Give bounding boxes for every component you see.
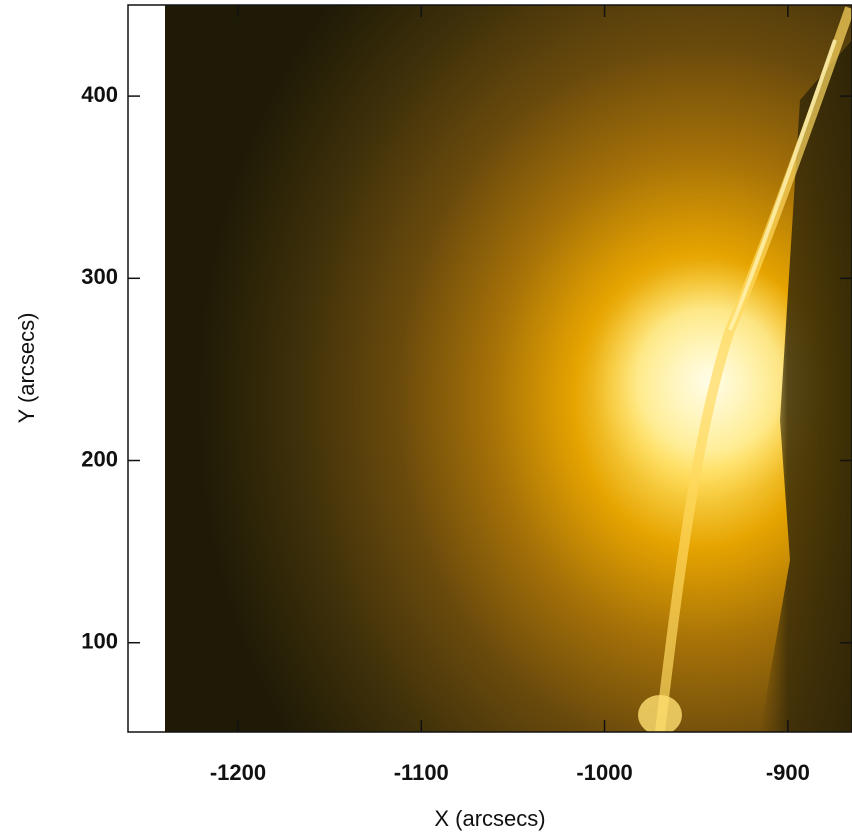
x-tick-label: -900 xyxy=(766,760,810,785)
x-tick-label: -1000 xyxy=(576,760,632,785)
x-tick-label: -1100 xyxy=(394,760,449,785)
y-axis-label: Y (arcsecs) xyxy=(14,313,39,424)
x-tick-label: -1200 xyxy=(210,760,266,785)
solar-image xyxy=(128,5,852,735)
chart: X (arcsecs) Y (arcsecs) -1200 -1100 -1000 -… xyxy=(0,0,852,837)
y-tick-label: 400 xyxy=(81,82,118,107)
y-tick-label: 300 xyxy=(81,264,118,289)
x-axis-label: X (arcsecs) xyxy=(434,806,545,831)
y-tick-label: 200 xyxy=(81,446,118,471)
y-tick-label: 100 xyxy=(81,629,118,654)
